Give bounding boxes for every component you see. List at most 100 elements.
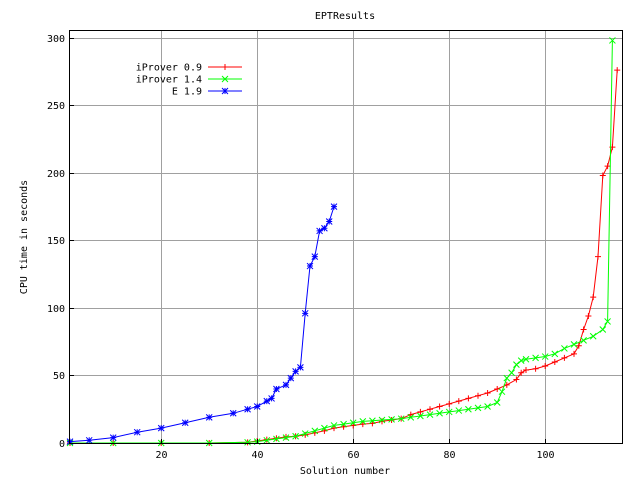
data-point: [388, 416, 395, 423]
data-point: [513, 376, 520, 383]
data-point: [297, 364, 304, 371]
data-point: [541, 353, 549, 360]
data-point: [301, 430, 309, 437]
data-point: [229, 409, 237, 417]
data-point: [580, 336, 587, 344]
data-point: [306, 262, 314, 270]
y-axis-label: CPU time in seconds: [19, 180, 30, 294]
data-point: [359, 418, 367, 425]
data-point: [455, 407, 463, 414]
data-point: [292, 432, 299, 440]
data-point: [508, 369, 515, 377]
data-point: [321, 224, 328, 232]
data-point: [311, 253, 319, 260]
data-point: [523, 367, 529, 374]
y-tick-label: 250: [47, 101, 65, 112]
data-point: [417, 412, 424, 420]
data-point: [109, 434, 117, 441]
y-tick-label: 0: [59, 439, 65, 450]
axis-layer: 20 40 60 80 100 0 50 100 150 200 250 300: [47, 34, 555, 461]
data-point: [575, 342, 582, 349]
data-point: [551, 350, 559, 358]
data-point: [133, 428, 141, 436]
data-point: [561, 345, 568, 352]
data-point: [330, 422, 338, 429]
data-point: [609, 37, 616, 44]
legend-label: E 1.9: [172, 87, 202, 98]
data-point: [369, 417, 376, 425]
data-point: [532, 365, 539, 372]
data-point: [465, 405, 472, 413]
data-point: [595, 253, 601, 260]
data-point: [614, 67, 621, 74]
x-tick-label: 100: [536, 450, 554, 461]
data-point: [604, 163, 611, 170]
x-tick-label: 80: [443, 450, 455, 461]
data-point: [498, 388, 506, 396]
data-point: [426, 411, 434, 418]
data-point: [287, 374, 295, 382]
data-point: [561, 354, 568, 361]
data-point: [407, 413, 415, 421]
data-point: [397, 415, 405, 423]
data-point: [503, 374, 511, 382]
plot-frame: [69, 30, 623, 444]
data-point: [484, 390, 491, 397]
data-point: [311, 427, 319, 435]
data-point: [325, 218, 333, 225]
data-point: [446, 400, 453, 407]
legend-marker: [222, 64, 228, 70]
data-point: [436, 409, 443, 417]
data-point: [436, 403, 443, 410]
data-point: [263, 436, 271, 444]
y-tick-label: 100: [47, 304, 65, 315]
legend-marker: [221, 75, 229, 83]
data-point: [316, 227, 323, 235]
data-point: [571, 350, 577, 357]
data-point: [484, 403, 491, 410]
x-tick-label: 20: [155, 450, 167, 461]
data-point: [551, 358, 558, 365]
x-tick-label: 40: [251, 450, 263, 461]
data-point: [378, 416, 386, 424]
data-point: [349, 419, 357, 427]
series-line: [69, 206, 335, 443]
y-tick-label: 50: [53, 371, 65, 382]
data-point: [321, 424, 328, 432]
data-point: [244, 405, 251, 413]
legend-label: iProver 1.4: [136, 75, 202, 86]
data-point: [273, 435, 280, 443]
data-point: [282, 434, 290, 441]
data-point: [427, 406, 433, 413]
data-point: [244, 438, 251, 446]
data-point: [282, 381, 290, 389]
data-point: [417, 408, 424, 415]
data-point: [589, 332, 597, 340]
x-tick-label: 60: [347, 450, 359, 461]
y-tick-label: 150: [47, 236, 65, 247]
data-point: [465, 395, 472, 402]
data-point: [580, 326, 587, 333]
data-point: [474, 404, 482, 412]
data-point: [517, 357, 525, 364]
data-point: [585, 313, 592, 320]
data-point: [604, 318, 611, 325]
data-point: [513, 361, 520, 369]
data-point: [253, 403, 261, 410]
x-axis-label: Solution number: [300, 466, 390, 477]
data-point: [181, 419, 189, 427]
data-point: [157, 424, 165, 432]
legend-label: iProver 0.9: [136, 63, 202, 74]
data-point: [532, 354, 539, 362]
data-point: [445, 408, 453, 416]
data-point: [542, 363, 549, 370]
data-point: [475, 392, 481, 399]
data-point: [301, 309, 309, 317]
data-point: [518, 369, 525, 376]
data-point: [273, 385, 280, 393]
y-tick-label: 200: [47, 169, 65, 180]
data-point: [599, 172, 606, 179]
data-point: [599, 326, 607, 333]
